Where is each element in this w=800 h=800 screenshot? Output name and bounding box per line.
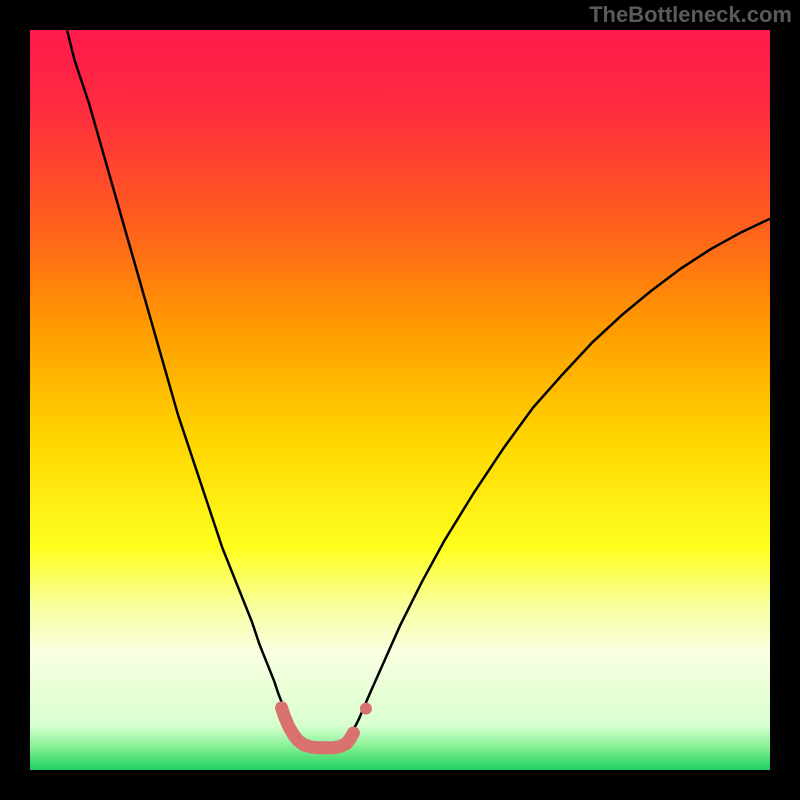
watermark-text: TheBottleneck.com [589,2,792,28]
plot-area [30,30,770,770]
gradient-background [30,30,770,770]
right-dot [360,703,372,715]
plot-svg [30,30,770,770]
stage: TheBottleneck.com [0,0,800,800]
